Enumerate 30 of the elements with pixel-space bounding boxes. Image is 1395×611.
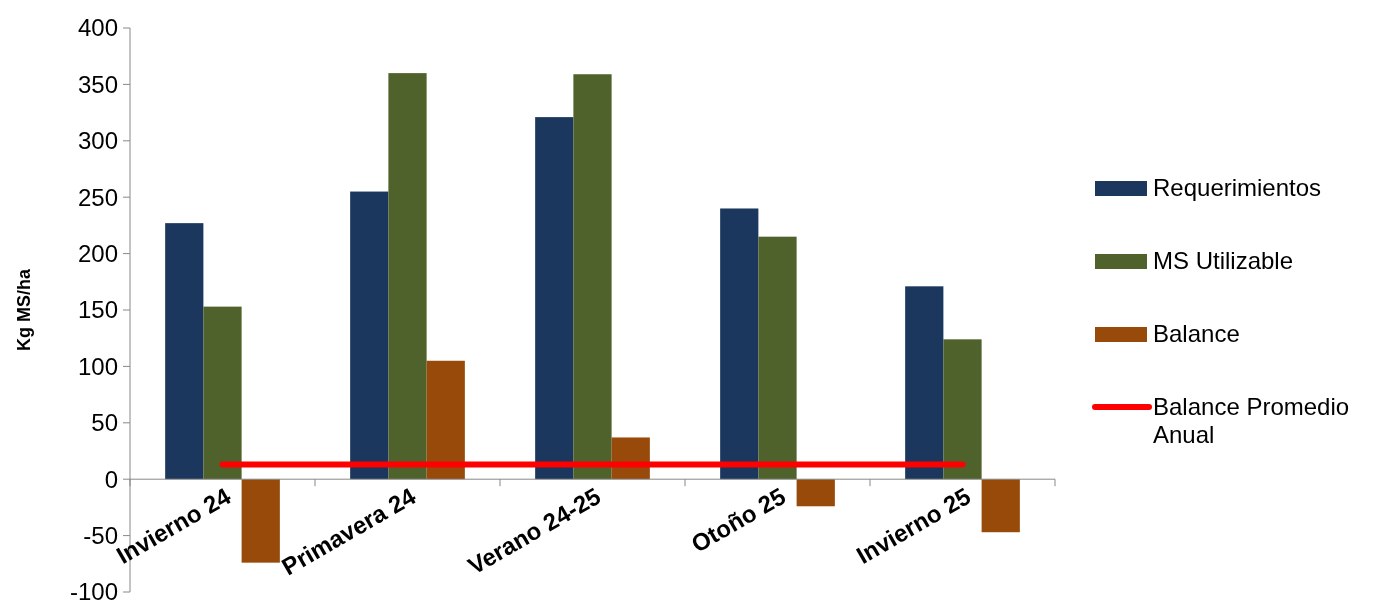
legend-label: Balance Promedio Anual <box>1153 393 1350 448</box>
y-tick-label: 300 <box>77 127 118 155</box>
y-tick-label: 0 <box>104 465 118 493</box>
y-tick-label: 200 <box>77 240 118 267</box>
bar <box>388 73 427 480</box>
bar <box>426 360 465 480</box>
bar <box>796 479 835 507</box>
y-tick-label: 50 <box>91 409 118 437</box>
bar <box>241 479 280 563</box>
bar <box>350 191 389 480</box>
y-tick-label: 350 <box>77 70 118 98</box>
y-tick-label: 250 <box>77 183 118 211</box>
y-tick-label: 150 <box>77 296 118 324</box>
bar <box>943 339 982 480</box>
bar <box>758 236 797 480</box>
bar <box>203 306 242 480</box>
y-tick-label: 400 <box>77 14 118 42</box>
bar <box>535 117 574 480</box>
y-tick-label: 100 <box>77 352 118 380</box>
y-tick-label: -100 <box>69 578 118 606</box>
bar <box>720 208 759 480</box>
y-tick-label: -50 <box>83 522 118 549</box>
y-axis-title: Kg MS/ha <box>14 268 34 352</box>
legend-label: Requerimientos <box>1153 174 1322 202</box>
legend-label: Balance <box>1153 320 1240 348</box>
bar <box>573 74 612 480</box>
bar <box>905 286 944 480</box>
legend-label: MS Utilizable <box>1153 247 1294 275</box>
bar <box>981 479 1020 533</box>
bar <box>165 223 204 480</box>
